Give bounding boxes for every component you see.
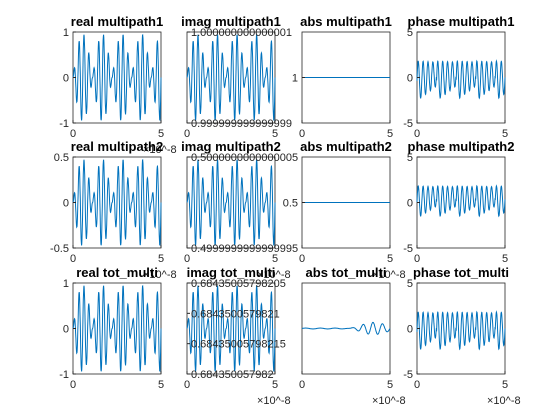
x-exponent-label: ×10^-8 (487, 395, 521, 407)
y-tick-label: 1.000000000000001 (191, 27, 292, 39)
x-tick-label: 5 (158, 253, 164, 265)
x-tick-label: 5 (502, 379, 508, 391)
series-line (416, 310, 506, 351)
y-tick-label: -5 (403, 243, 413, 255)
subplot-title: abs multipath2 (300, 139, 392, 154)
y-tick-label: 0 (63, 73, 69, 85)
y-tick-label: 0.68435005798205 (191, 278, 286, 290)
subplot-title: imag tot_multi (187, 265, 276, 280)
subplot-title: phase multipath2 (408, 139, 515, 154)
y-tick-label: -5 (403, 118, 413, 130)
series-line (72, 284, 162, 372)
subplot-title: abs multipath1 (300, 14, 392, 29)
x-tick-label: 0 (184, 379, 190, 391)
x-tick-label: 5 (272, 379, 278, 391)
y-tick-label: 0.999999999999999 (191, 118, 292, 130)
x-tick-label: 0 (414, 128, 420, 140)
y-tick-label: 5 (407, 278, 413, 290)
y-tick-label: -0.5 (50, 243, 69, 255)
y-tick-label: 0.684350057982 (191, 369, 274, 381)
subplot-title: imag multipath2 (181, 139, 281, 154)
x-tick-label: 0 (70, 253, 76, 265)
x-tick-label: 5 (387, 253, 393, 265)
subplot-2: imag multipath1 0 50.999999999999999 1.0000… (181, 14, 292, 140)
subplot-6: imag multipath2 0 50.4999999999999995 0.500… (181, 139, 298, 281)
x-tick-label: 5 (272, 128, 278, 140)
x-exponent-label: ×10^-8 (143, 269, 177, 281)
subplot-title: real multipath1 (71, 14, 163, 29)
series-line (416, 59, 506, 100)
subplot-10: imag tot_multi 0 50.684350057982 0.68435005… (184, 265, 291, 407)
y-tick-label: 1 (292, 73, 298, 85)
y-tick-label: 1 (63, 27, 69, 39)
subplot-7: abs multipath2 0 5 0.5 ×10^-8 (283, 139, 406, 281)
x-tick-label: 5 (502, 128, 508, 140)
y-tick-label: 0 (407, 198, 413, 210)
y-tick-label: 0.5 (54, 152, 69, 164)
x-tick-label: 0 (70, 128, 76, 140)
series-line (72, 158, 162, 246)
y-tick-label: 0.6843500579821 (191, 308, 280, 320)
series-line (416, 184, 506, 218)
y-tick-label: 0.5000000000000005 (191, 152, 298, 164)
x-tick-label: 0 (299, 253, 305, 265)
y-tick-label: 0 (407, 73, 413, 85)
x-tick-label: 5 (387, 128, 393, 140)
y-tick-label: 0.5 (283, 198, 298, 210)
x-tick-label: 0 (299, 128, 305, 140)
y-tick-label: 5 (407, 27, 413, 39)
x-tick-label: 5 (272, 253, 278, 265)
subplot-title: imag multipath1 (181, 14, 281, 29)
subplot-title: phase tot_multi (413, 265, 509, 280)
series-line (301, 321, 391, 335)
x-tick-label: 0 (414, 253, 420, 265)
x-tick-label: 5 (158, 379, 164, 391)
x-exponent-label: ×10^-8 (143, 144, 177, 156)
series-line (186, 33, 276, 121)
x-exponent-label: ×10^-8 (257, 395, 291, 407)
x-exponent-label: ×10^-8 (372, 269, 406, 281)
y-tick-label: 0 (63, 324, 69, 336)
subplot-3: abs multipath1 0 5 1 (292, 14, 393, 140)
y-tick-label: 0.68435005798215 (191, 339, 286, 351)
y-tick-label: -1 (59, 369, 69, 381)
x-tick-label: 0 (414, 379, 420, 391)
x-tick-label: 0 (70, 379, 76, 391)
series-line (186, 158, 276, 246)
subplot-title: real tot_multi (76, 265, 158, 280)
y-tick-label: 0 (407, 324, 413, 336)
x-tick-label: 0 (184, 128, 190, 140)
x-tick-label: 5 (158, 128, 164, 140)
subplot-title: phase multipath1 (408, 14, 515, 29)
series-line (72, 33, 162, 121)
y-tick-label: 0.4999999999999995 (191, 243, 298, 255)
y-tick-label: -5 (403, 369, 413, 381)
y-tick-label: 0 (63, 198, 69, 210)
series-line (186, 284, 276, 372)
y-tick-label: -1 (59, 118, 69, 130)
x-exponent-label: ×10^-8 (372, 395, 406, 407)
x-tick-label: 5 (387, 379, 393, 391)
y-tick-label: 1 (63, 278, 69, 290)
x-tick-label: 0 (299, 379, 305, 391)
subplot-11: abs tot_multi 0 5 ×10^-8 (299, 265, 406, 407)
y-tick-label: 5 (407, 152, 413, 164)
x-tick-label: 0 (184, 253, 190, 265)
x-exponent-label: ×10^-8 (257, 269, 291, 281)
x-tick-label: 5 (502, 253, 508, 265)
subplot-title: real multipath2 (71, 139, 163, 154)
subplot-title: abs tot_multi (306, 265, 387, 280)
